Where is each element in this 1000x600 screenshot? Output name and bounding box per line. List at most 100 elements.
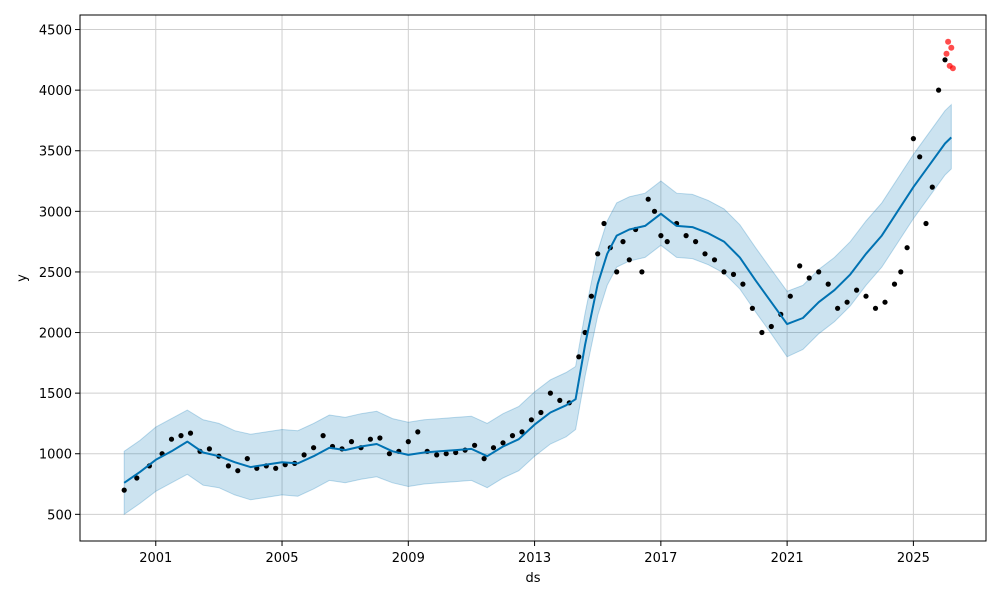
observed-point: [443, 451, 449, 457]
observed-point: [168, 436, 175, 442]
observed-point: [225, 463, 231, 469]
observed-point: [844, 299, 850, 305]
observed-point: [386, 451, 392, 457]
y-axis-label: y: [15, 274, 30, 282]
plot-frame: [79, 14, 987, 542]
observed-point: [348, 439, 355, 445]
observed-point: [721, 269, 727, 275]
observed-point: [595, 251, 601, 257]
y-tick-label: 4000: [39, 84, 72, 99]
observed-point: [538, 409, 544, 416]
observed-point: [787, 293, 793, 299]
observed-point: [664, 239, 670, 245]
observed-point: [187, 430, 194, 436]
observed-point: [519, 429, 525, 435]
observed-point: [639, 269, 645, 275]
y-axis-ticks: 500 1000 1500 2000 2500 3000 3500 4000 4500: [39, 24, 80, 523]
observed-point: [576, 354, 582, 360]
x-tick-label: 2009: [392, 551, 425, 566]
observed-point: [614, 269, 620, 275]
observed-point: [472, 442, 478, 448]
observed-point: [235, 468, 241, 474]
x-axis-label: ds: [525, 571, 540, 586]
outlier-points: [943, 38, 956, 72]
forecast-line-path: [123, 136, 952, 484]
observed-point: [797, 263, 803, 269]
grid: [80, 15, 986, 541]
observed-points: [121, 57, 948, 493]
observed-point: [658, 233, 664, 239]
observed-point: [434, 452, 440, 458]
observed-point: [645, 196, 651, 202]
observed-point: [917, 154, 923, 160]
observed-point: [490, 445, 497, 451]
observed-point: [377, 435, 383, 441]
observed-point: [759, 329, 765, 336]
observed-point: [547, 390, 554, 396]
observed-point: [481, 456, 487, 462]
y-tick-label: 3000: [39, 205, 72, 220]
observed-point: [825, 281, 831, 287]
y-tick-label: 500: [47, 508, 72, 523]
y-tick-label: 3500: [39, 145, 72, 160]
observed-point: [500, 440, 506, 446]
observed-point: [702, 251, 708, 257]
observed-point: [311, 445, 317, 451]
observed-point: [730, 271, 737, 277]
y-tick-label: 1500: [39, 387, 72, 402]
observed-point: [806, 275, 812, 281]
observed-point: [816, 269, 822, 275]
observed-point: [405, 439, 411, 445]
x-tick-label: 2017: [644, 551, 677, 566]
observed-point: [749, 305, 756, 311]
observed-point: [693, 239, 699, 245]
x-axis-ticks: 2001 2005 2009 2013 2017 2021 2025: [139, 541, 930, 566]
forecast-line: [123, 136, 952, 484]
observed-point: [509, 433, 516, 439]
observed-point: [863, 293, 869, 299]
observed-point: [683, 233, 689, 239]
observed-point: [178, 433, 184, 439]
y-tick-label: 2500: [39, 266, 72, 281]
observed-point: [929, 184, 935, 190]
x-tick-label: 2001: [139, 551, 172, 566]
observed-point: [206, 446, 212, 452]
observed-point: [626, 257, 632, 263]
observed-point: [528, 417, 535, 423]
observed-point: [651, 208, 658, 214]
observed-point: [121, 487, 127, 493]
observed-point: [620, 239, 626, 245]
observed-point: [936, 87, 942, 93]
observed-point: [273, 465, 279, 471]
observed-point: [872, 305, 879, 311]
observed-point: [301, 452, 307, 458]
observed-point: [588, 293, 595, 299]
observed-point: [891, 281, 898, 287]
observed-point: [882, 299, 888, 305]
x-tick-label: 2005: [265, 551, 298, 566]
observed-point: [601, 220, 607, 227]
observed-point: [711, 257, 718, 263]
observed-point: [768, 323, 774, 330]
observed-point: [244, 456, 250, 462]
x-tick-label: 2021: [771, 551, 804, 566]
y-tick-label: 4500: [39, 24, 72, 39]
outlier-point: [943, 50, 950, 57]
outlier-point: [949, 65, 956, 72]
observed-point: [835, 305, 841, 311]
observed-point: [740, 281, 746, 287]
outlier-point: [945, 38, 952, 45]
observed-point: [320, 433, 326, 439]
observed-point: [134, 475, 140, 481]
uncertainty-band: [123, 103, 952, 516]
x-tick-label: 2013: [518, 551, 551, 566]
observed-point: [923, 220, 929, 227]
y-tick-label: 1000: [39, 448, 72, 463]
observed-point: [898, 269, 904, 275]
uncertainty-band-area: [123, 103, 952, 516]
observed-point: [910, 136, 917, 142]
y-tick-label: 2000: [39, 327, 72, 342]
observed-point: [367, 436, 373, 442]
observed-point: [854, 287, 860, 293]
